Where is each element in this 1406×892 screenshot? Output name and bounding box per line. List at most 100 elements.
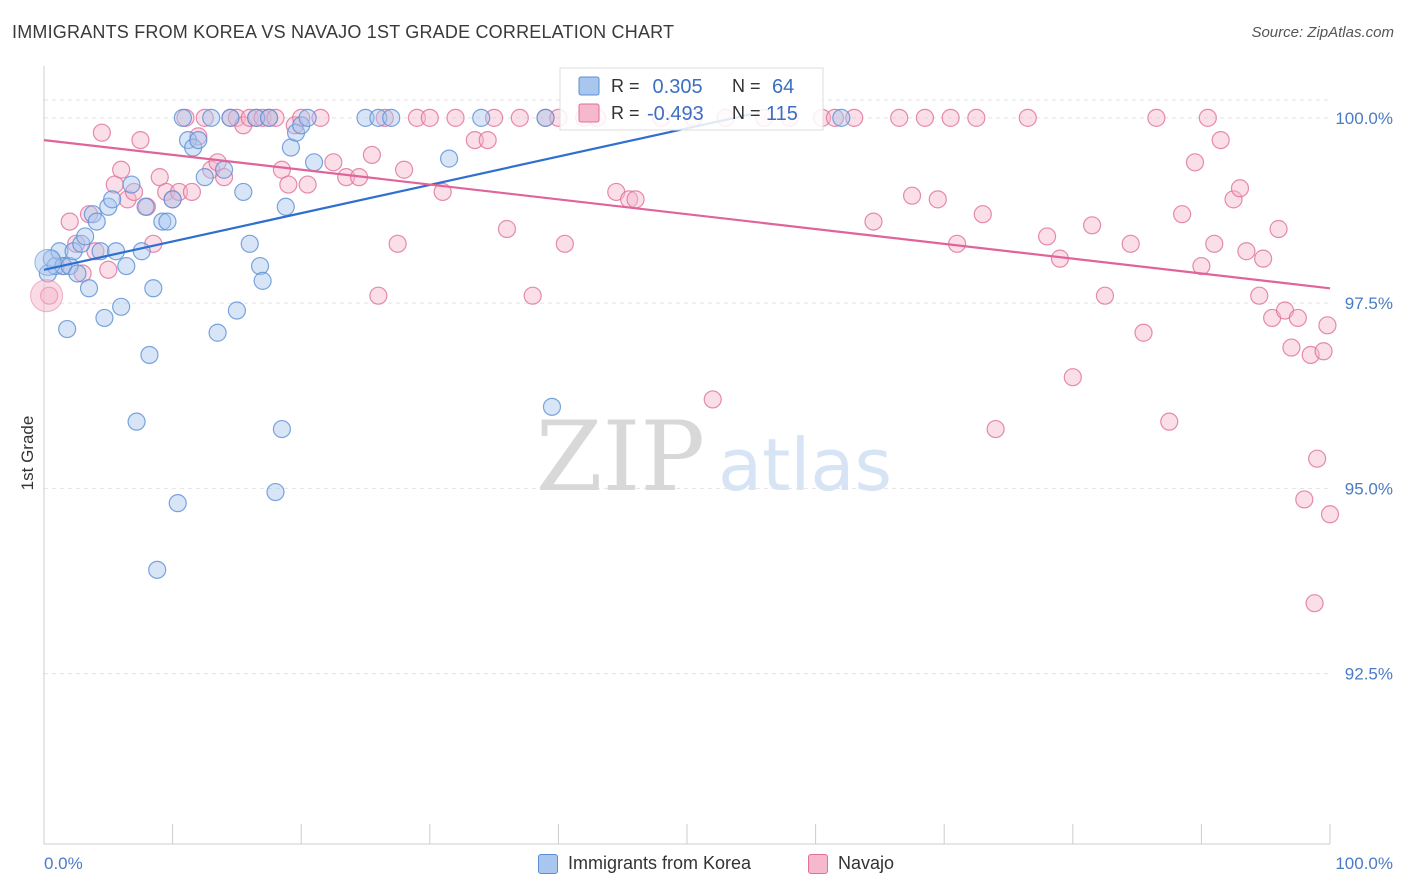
point-navajo	[79, 205, 99, 224]
point-korea	[382, 108, 401, 127]
point-korea	[234, 182, 253, 202]
point-navajo	[1095, 286, 1115, 305]
point-korea	[276, 197, 295, 216]
point-korea	[536, 108, 555, 127]
point-korea	[112, 297, 131, 316]
stats-r-label-korea: R =	[611, 76, 640, 96]
stats-r-value-korea: 0.305	[647, 76, 703, 98]
point-navajo	[1314, 342, 1333, 361]
x-tick-label-max: 100.0%	[1335, 854, 1393, 873]
y-axis-label: 1st Grade	[18, 416, 37, 491]
point-navajo	[1237, 242, 1256, 261]
point-navajo	[311, 108, 330, 127]
point-korea	[148, 560, 167, 579]
point-navajo	[266, 108, 285, 127]
point-navajo	[433, 182, 452, 202]
watermark-atlas: atlas	[718, 423, 892, 507]
point-navajo	[182, 182, 201, 202]
point-navajo	[118, 190, 137, 209]
point-navajo	[478, 130, 497, 150]
legend-korea: Immigrants from Korea	[538, 853, 751, 874]
point-navajo	[92, 123, 111, 142]
point-navajo	[703, 390, 722, 409]
chart-source: Source: ZipAtlas.com	[1251, 24, 1394, 41]
point-navajo	[1037, 227, 1057, 246]
point-navajo	[1018, 108, 1037, 127]
point-navajo	[86, 242, 105, 261]
point-navajo	[1282, 338, 1301, 357]
axis-layer: 100.0% 97.5% 95.0% 92.5% 0.0% 100.0%	[43, 66, 1393, 873]
legend-swatch-korea	[538, 853, 558, 874]
point-navajo	[253, 108, 272, 127]
point-korea	[153, 212, 172, 231]
point-navajo	[1320, 505, 1340, 524]
point-korea	[163, 190, 182, 209]
point-navajo	[1295, 490, 1314, 509]
point-korea	[472, 108, 491, 127]
point-korea	[103, 190, 122, 209]
point-navajo	[124, 182, 144, 202]
point-navajo	[1269, 219, 1288, 239]
point-korea-cluster	[34, 248, 62, 276]
point-navajo	[394, 160, 414, 179]
point-navajo	[845, 108, 864, 127]
point-korea	[832, 108, 851, 127]
point-korea	[106, 242, 126, 261]
point-navajo	[420, 108, 439, 127]
point-korea	[369, 108, 388, 127]
point-korea	[132, 242, 151, 261]
point-korea	[221, 108, 240, 127]
point-korea	[542, 397, 562, 416]
point-korea	[439, 149, 459, 168]
y-tick-label: 92.5%	[1345, 665, 1393, 684]
point-navajo	[369, 286, 388, 305]
stats-r-value-navajo: -0.493	[647, 103, 704, 125]
point-navajo	[1250, 286, 1269, 305]
point-navajo	[1230, 179, 1250, 198]
point-korea	[87, 212, 106, 231]
point-navajo	[446, 108, 465, 127]
point-navajo	[214, 168, 234, 187]
point-navajo	[902, 186, 922, 205]
point-navajo	[1224, 190, 1243, 209]
point-navajo	[1082, 216, 1102, 235]
point-navajo	[362, 145, 382, 165]
legend-label-korea: Immigrants from Korea	[568, 853, 752, 873]
point-navajo	[169, 182, 189, 202]
point-navajo	[864, 212, 883, 231]
y-tick-label: 95.0%	[1345, 479, 1393, 498]
point-navajo	[375, 108, 394, 127]
point-korea	[95, 308, 114, 328]
point-korea	[266, 482, 285, 502]
points-layer	[30, 108, 1340, 613]
point-navajo	[915, 108, 935, 127]
point-korea	[122, 175, 141, 194]
stats-n-value-korea: 64	[772, 76, 794, 98]
point-navajo	[1211, 130, 1230, 150]
point-korea	[79, 279, 99, 298]
point-korea	[68, 264, 87, 283]
legend-label-navajo: Navajo	[838, 853, 895, 873]
point-navajo	[825, 108, 844, 127]
stats-box: R = 0.305 N = 64 R = -0.493 N = 115	[559, 67, 824, 131]
point-navajo	[1198, 108, 1217, 127]
point-navajo	[890, 108, 909, 127]
point-navajo	[555, 234, 574, 253]
point-navajo	[60, 212, 79, 231]
point-navajo	[1185, 153, 1205, 172]
point-navajo	[1147, 108, 1166, 127]
point-korea	[64, 242, 83, 261]
point-korea	[240, 234, 259, 253]
point-navajo	[485, 108, 504, 127]
point-korea	[144, 279, 163, 298]
point-korea	[292, 116, 311, 135]
point-navajo	[626, 190, 645, 209]
point-korea	[214, 160, 234, 179]
point-korea	[76, 227, 95, 246]
chart-title: IMMIGRANTS FROM KOREA VS NAVAJO 1ST GRAD…	[12, 22, 675, 42]
watermark: ZIP	[536, 401, 705, 513]
point-navajo	[1254, 249, 1273, 268]
x-tick-label-min: 0.0%	[44, 854, 83, 873]
point-korea	[117, 256, 136, 276]
point-korea	[189, 130, 208, 150]
